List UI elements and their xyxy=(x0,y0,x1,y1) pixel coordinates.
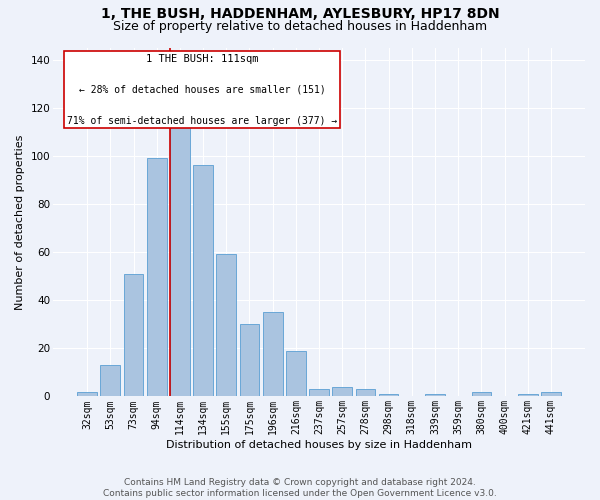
Y-axis label: Number of detached properties: Number of detached properties xyxy=(15,134,25,310)
Bar xyxy=(77,392,97,396)
Bar xyxy=(332,387,352,396)
Bar xyxy=(541,392,561,396)
X-axis label: Distribution of detached houses by size in Haddenham: Distribution of detached houses by size … xyxy=(166,440,472,450)
Text: ← 28% of detached houses are smaller (151): ← 28% of detached houses are smaller (15… xyxy=(79,84,325,94)
Text: 71% of semi-detached houses are larger (377) →: 71% of semi-detached houses are larger (… xyxy=(67,116,337,126)
Bar xyxy=(286,350,306,397)
Bar xyxy=(356,389,375,396)
Bar xyxy=(379,394,398,396)
Bar xyxy=(217,254,236,396)
Text: Contains HM Land Registry data © Crown copyright and database right 2024.
Contai: Contains HM Land Registry data © Crown c… xyxy=(103,478,497,498)
Bar xyxy=(472,392,491,396)
Bar xyxy=(263,312,283,396)
Text: 1 THE BUSH: 111sqm: 1 THE BUSH: 111sqm xyxy=(146,54,258,64)
Bar xyxy=(309,389,329,396)
Bar xyxy=(425,394,445,396)
Text: 1, THE BUSH, HADDENHAM, AYLESBURY, HP17 8DN: 1, THE BUSH, HADDENHAM, AYLESBURY, HP17 … xyxy=(101,8,499,22)
Bar xyxy=(518,394,538,396)
Bar xyxy=(100,365,120,396)
Bar xyxy=(124,274,143,396)
Bar xyxy=(147,158,167,396)
FancyBboxPatch shape xyxy=(64,51,340,128)
Bar xyxy=(239,324,259,396)
Bar xyxy=(170,118,190,396)
Text: Size of property relative to detached houses in Haddenham: Size of property relative to detached ho… xyxy=(113,20,487,33)
Bar xyxy=(193,166,213,396)
